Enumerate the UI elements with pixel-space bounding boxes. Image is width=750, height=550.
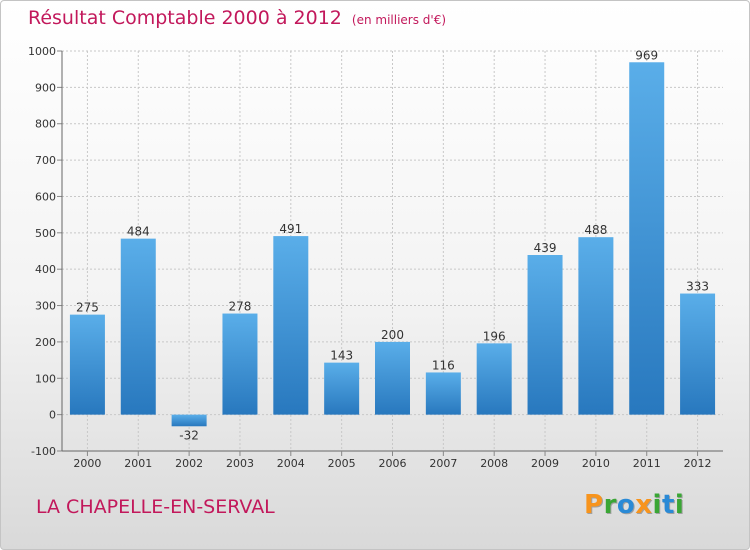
x-tick-label: 2003 — [226, 457, 254, 470]
x-tick-label: 2012 — [684, 457, 712, 470]
y-tick-label: 700 — [35, 154, 56, 167]
bar-2005 — [324, 362, 360, 415]
data-label-2012: 333 — [686, 280, 709, 294]
bar-2007 — [425, 372, 461, 415]
data-label-2009: 439 — [534, 241, 557, 255]
data-label-2001: 484 — [127, 225, 150, 239]
y-tick-label: -100 — [31, 445, 56, 458]
y-tick-label: 0 — [49, 409, 56, 422]
x-tick-label: 2002 — [175, 457, 203, 470]
bars — [69, 62, 716, 427]
bar-2011 — [629, 62, 665, 415]
x-tick-label: 2005 — [328, 457, 356, 470]
axes: -100 0 100 200 300 400 500 600 700 800 900 1000 2000… — [28, 45, 723, 470]
y-tick-label: 100 — [35, 372, 56, 385]
data-label-2011: 969 — [635, 48, 658, 62]
y-tick-label: 600 — [35, 190, 56, 203]
bar-2010 — [578, 237, 614, 415]
y-tick-label: 300 — [35, 300, 56, 313]
bar-2012 — [680, 293, 716, 415]
bar-2000 — [69, 314, 105, 415]
x-tick-label: 2009 — [531, 457, 559, 470]
logo-letter: P — [584, 490, 604, 520]
data-label-2000: 275 — [76, 301, 99, 315]
data-label-2003: 278 — [229, 300, 252, 314]
x-tick-label: 2001 — [124, 457, 152, 470]
bar-2008 — [476, 343, 512, 415]
bar-2004 — [273, 236, 309, 415]
chart-subtitle: (en milliers d'€) — [351, 13, 447, 27]
x-tick-label: 2011 — [633, 457, 661, 470]
chart-title: Résultat Comptable 2000 à 2012 (en millie… — [28, 7, 446, 29]
bar-2006 — [375, 341, 410, 415]
bar-2003 — [222, 313, 258, 415]
chart-title-text: Résultat Comptable 2000 à 2012 — [28, 7, 342, 29]
bar-2009 — [527, 255, 563, 415]
data-label-2005: 143 — [330, 349, 353, 363]
x-tick-label: 2007 — [429, 457, 457, 470]
data-label-2010: 488 — [584, 223, 607, 237]
logo-letter: t — [661, 490, 675, 520]
x-tick-label: 2010 — [582, 457, 610, 470]
y-tick-label: 500 — [35, 227, 56, 240]
logo-letter: i — [674, 490, 685, 520]
proxiti-logo: Proxiti — [584, 490, 684, 520]
logo-letter: x — [635, 490, 653, 520]
logo-letter: r — [603, 490, 617, 520]
bar-2002 — [171, 414, 207, 427]
y-tick-label: 1000 — [28, 45, 56, 58]
logo-letter: i — [652, 490, 662, 520]
x-tick-label: 2000 — [73, 457, 101, 470]
x-tick-label: 2004 — [277, 457, 305, 470]
y-tick-label: 900 — [35, 81, 56, 94]
data-label-2007: 116 — [432, 358, 455, 372]
data-label-2002: -32 — [179, 428, 199, 442]
y-tick-label: 200 — [35, 336, 56, 349]
city-name: LA CHAPELLE-EN-SERVAL — [36, 496, 275, 518]
y-tick-label: 400 — [35, 263, 56, 276]
y-tick-label: 800 — [35, 118, 56, 131]
data-label-2006: 200 — [381, 328, 404, 342]
data-label-2008: 196 — [483, 329, 506, 343]
x-tick-label: 2008 — [480, 457, 508, 470]
data-label-2004: 491 — [279, 222, 302, 236]
data-labels: 275 484 -32 278 491 143 200 116 196 439 488 969 333 — [76, 48, 709, 442]
x-tick-label: 2006 — [379, 457, 407, 470]
bar-2001 — [120, 238, 156, 415]
logo-letter: o — [616, 490, 636, 520]
